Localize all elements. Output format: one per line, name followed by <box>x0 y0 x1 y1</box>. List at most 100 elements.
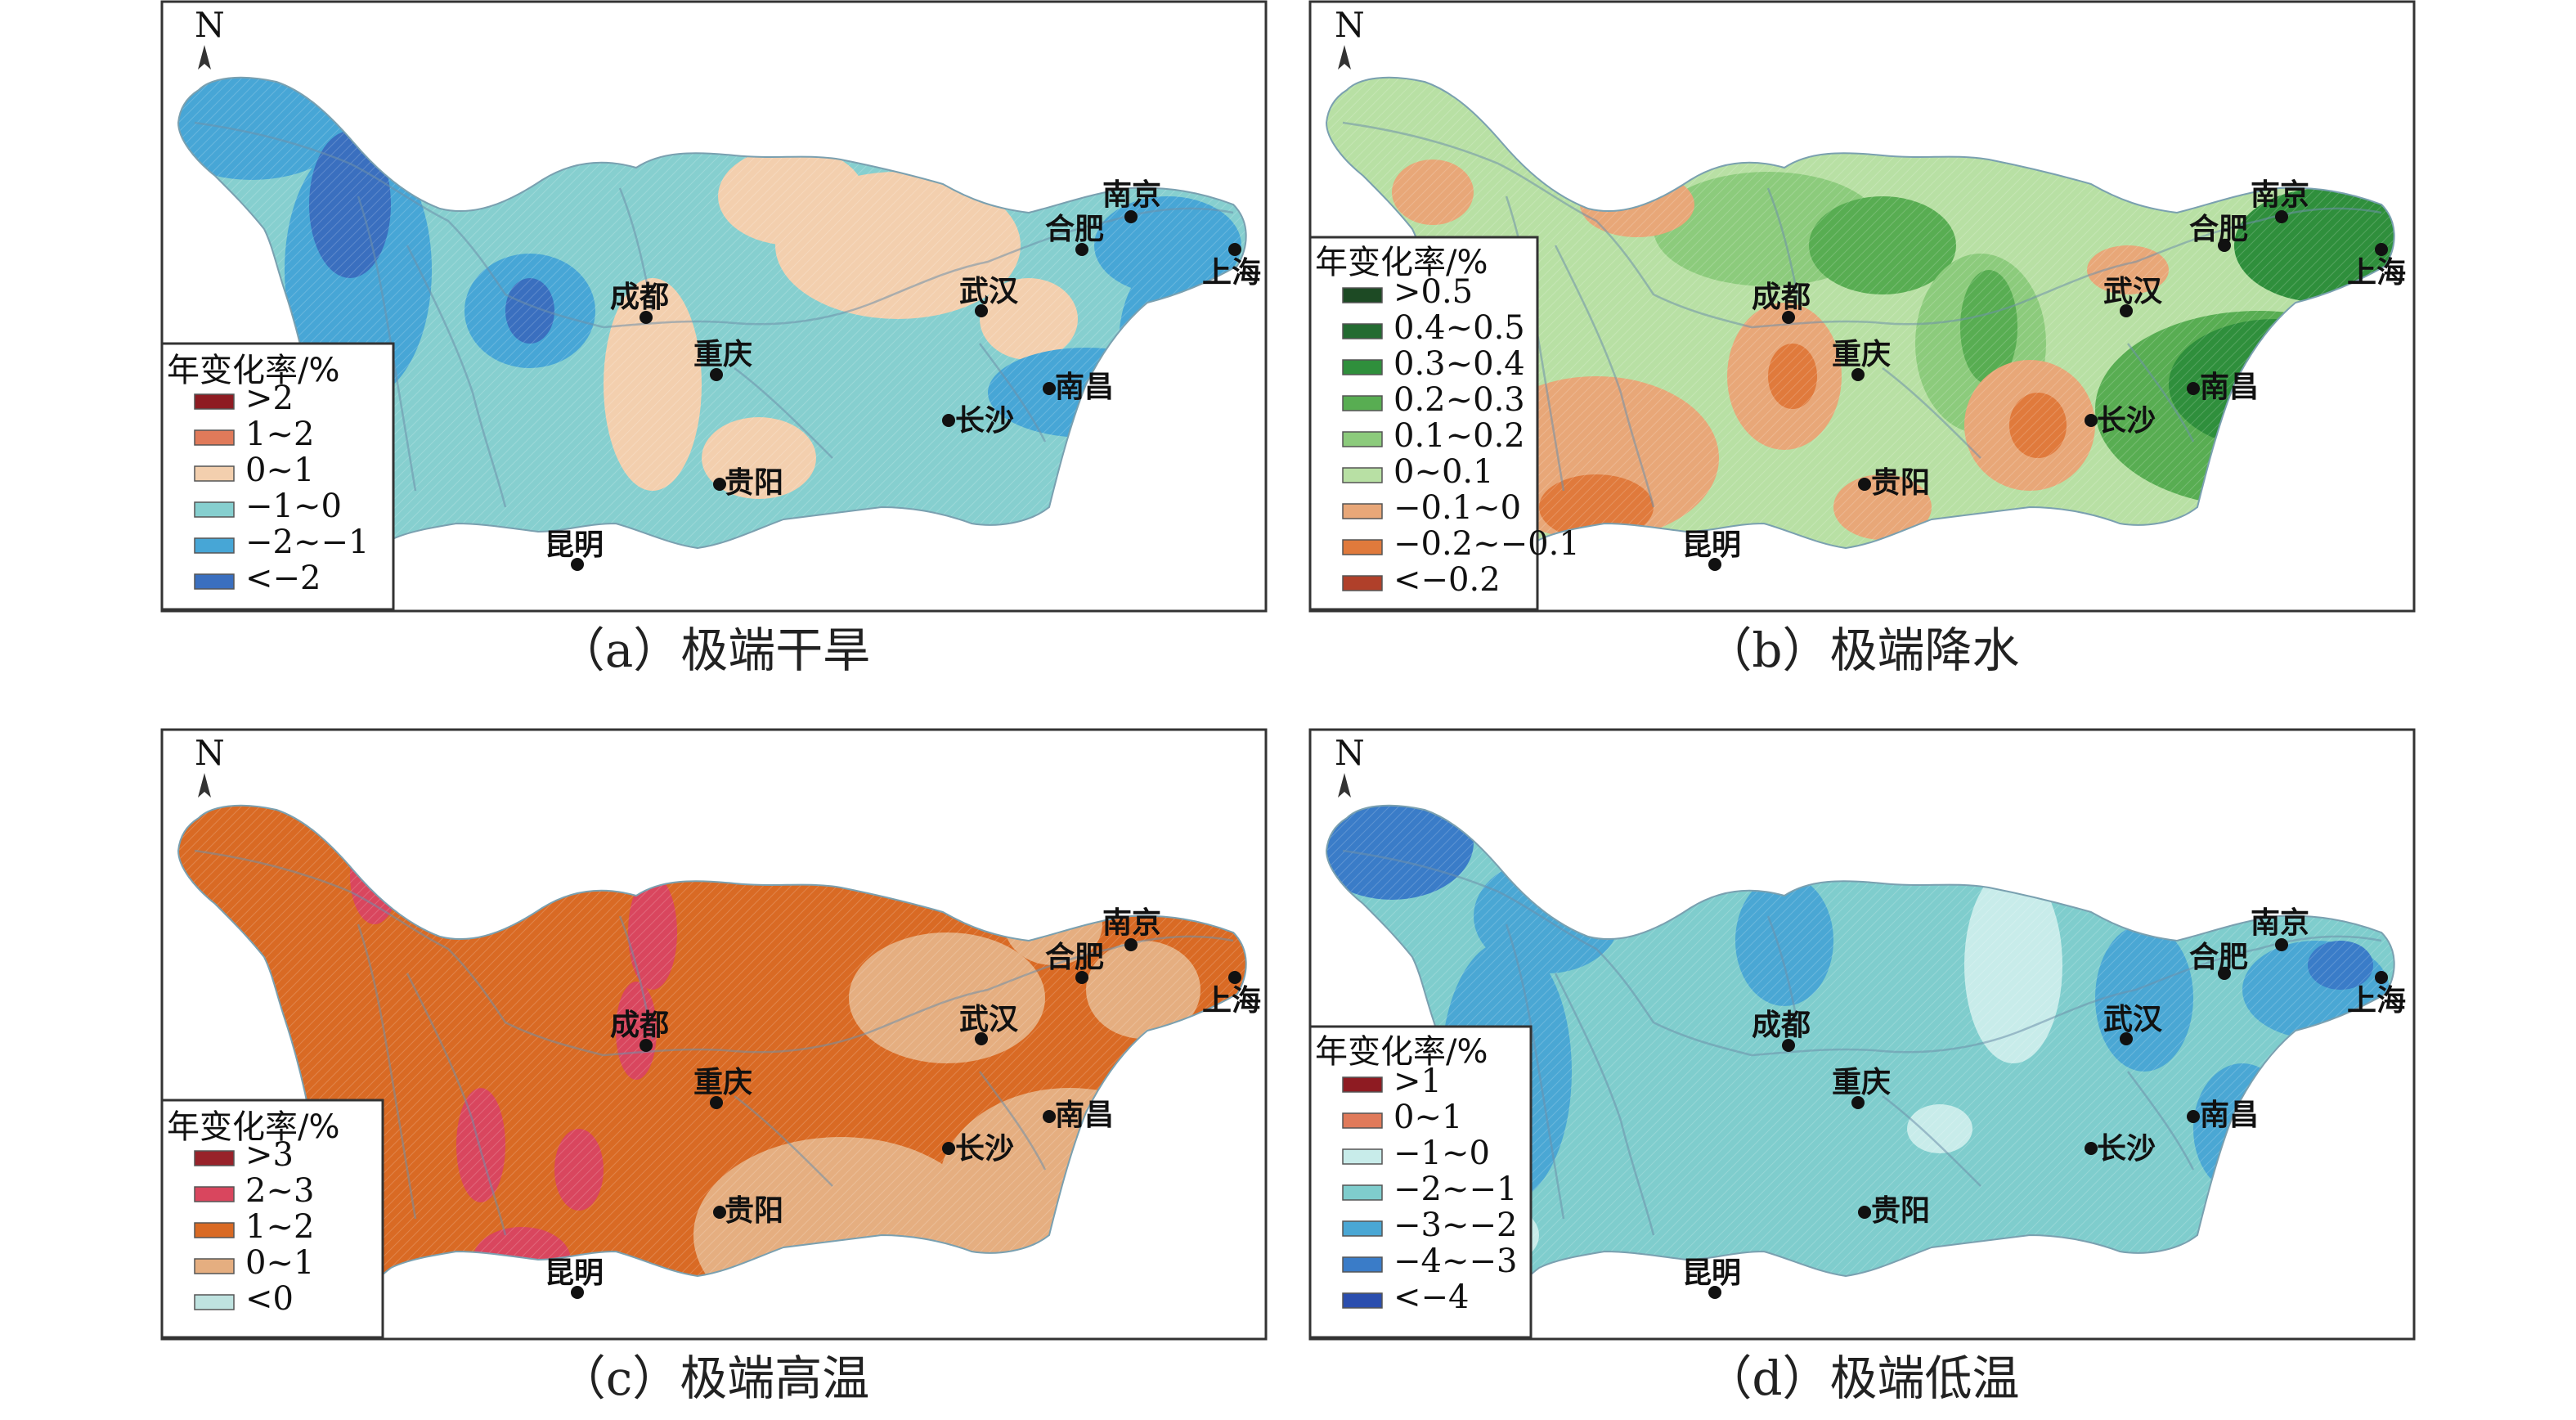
city-label-nanjing: 南京 <box>2251 178 2309 212</box>
city-label-kunming: 昆明 <box>1682 1256 1741 1290</box>
legend-item: 0.4~0.5 <box>1342 309 1525 347</box>
city-dot <box>942 414 955 427</box>
city-dot <box>640 311 653 324</box>
north-label: N <box>195 733 225 773</box>
legend-label: 1~2 <box>245 416 314 453</box>
city-label-chengdu: 成都 <box>1752 281 1811 314</box>
legend-swatch <box>194 1294 235 1310</box>
legend-swatch <box>1342 1148 1383 1165</box>
city-dot <box>1075 243 1088 256</box>
legend-item: −2~−1 <box>1342 1171 1517 1208</box>
legend-item: 1~2 <box>194 1208 314 1246</box>
city-dot <box>1228 243 1241 256</box>
caption-a: （a）极端干旱 <box>558 622 871 678</box>
legend-item: >3 <box>194 1136 294 1174</box>
legend-label: <−0.2 <box>1393 561 1501 599</box>
legend-label: <0 <box>245 1280 294 1318</box>
legend-swatch <box>1342 1076 1383 1093</box>
legend-item: 0~0.1 <box>1342 453 1494 491</box>
legend-label: −2~−1 <box>1393 1171 1517 1208</box>
legend-item: 0~1 <box>194 452 314 489</box>
legend-label: <−4 <box>1393 1278 1469 1316</box>
legend-item: −2~−1 <box>194 524 369 561</box>
city-markers: 成都 重庆 贵阳 昆明 武汉 南昌 长沙 合肥 南京 上海 <box>545 178 1261 571</box>
city-markers: 成都 重庆 贵阳 昆明 武汉 南昌 长沙 合肥 南京 上海 <box>545 905 1261 1299</box>
city-markers: 成都 重庆 贵阳 昆明 武汉 南昌 长沙 合肥 南京 上海 <box>1682 905 2406 1299</box>
legend-swatch <box>1342 503 1383 519</box>
legend-label: −4~−3 <box>1393 1242 1517 1280</box>
legend-item: 2~3 <box>194 1172 314 1210</box>
city-label-hefei: 合肥 <box>1045 941 1104 974</box>
legend-swatch <box>194 465 235 482</box>
north-arrow: N <box>1335 733 1365 798</box>
city-label-chongqing: 重庆 <box>1832 338 1891 371</box>
legend-swatch <box>194 573 235 590</box>
legend-swatch <box>1342 1292 1383 1309</box>
legend-item: <0 <box>194 1280 294 1318</box>
city-dot <box>713 478 726 491</box>
city-label-guiyang: 贵阳 <box>1871 1194 1930 1228</box>
legend-item: 0.3~0.4 <box>1342 345 1525 383</box>
city-label-kunming: 昆明 <box>545 528 604 562</box>
legend-swatch <box>194 393 235 410</box>
legend-label: −1~0 <box>1393 1135 1490 1172</box>
north-label: N <box>195 5 225 45</box>
legend-label: 1~2 <box>245 1208 314 1246</box>
legend-swatch <box>1342 1112 1383 1129</box>
legend-label: 0.3~0.4 <box>1393 345 1525 383</box>
city-label-changsha: 长沙 <box>955 1132 1014 1166</box>
legend-item: >1 <box>1342 1063 1442 1100</box>
city-label-nanchang: 南昌 <box>2200 371 2259 404</box>
legend-title: 年变化率/% <box>167 352 339 389</box>
city-label-nanjing: 南京 <box>1102 178 1161 212</box>
north-arrow: N <box>195 5 225 70</box>
legend-label: −1~0 <box>245 488 342 525</box>
legend-swatch <box>194 1222 235 1238</box>
legend-item: 0.2~0.3 <box>1342 381 1525 419</box>
city-label-guiyang: 贵阳 <box>1871 466 1930 500</box>
legend-item: −0.2~−0.1 <box>1342 525 1580 563</box>
city-dot <box>710 368 723 381</box>
legend-swatch <box>1342 539 1383 555</box>
city-label-shanghai: 上海 <box>1202 984 1261 1018</box>
north-label: N <box>1335 733 1365 773</box>
legend-swatch <box>194 1150 235 1166</box>
caption-c: （c）极端高温 <box>559 1350 869 1406</box>
legend-swatch <box>194 501 235 518</box>
legend-swatch <box>1342 1256 1383 1273</box>
city-label-chongqing: 重庆 <box>693 1066 752 1099</box>
legend: 年变化率/% >0.50.4~0.50.3~0.40.2~0.30.1~0.20… <box>1308 236 1580 611</box>
legend-label: −2~−1 <box>245 524 369 561</box>
legend-title: 年变化率/% <box>167 1108 339 1146</box>
legend-item: −1~0 <box>1342 1135 1490 1172</box>
north-arrow-icon <box>198 773 211 798</box>
legend-item: 0.1~0.2 <box>1342 417 1525 455</box>
city-dot <box>571 558 584 571</box>
panel-a: N 成都 重庆 贵阳 昆明 武汉 南昌 长沙 合肥 <box>160 0 1268 613</box>
legend-item: 1~2 <box>194 416 314 453</box>
city-label-nanchang: 南昌 <box>2200 1099 2259 1132</box>
legend-item: <−0.2 <box>1342 561 1501 599</box>
city-label-wuhan: 武汉 <box>959 275 1019 308</box>
north-arrow-icon <box>198 45 211 70</box>
city-label-hefei: 合肥 <box>2189 213 2248 246</box>
legend-swatch <box>1342 1184 1383 1201</box>
city-label-guiyang: 贵阳 <box>725 1194 783 1228</box>
legend-label: 2~3 <box>245 1172 314 1210</box>
caption-d: （d）极端低温 <box>1704 1350 2019 1406</box>
legend-item: −4~−3 <box>1342 1242 1517 1280</box>
legend-swatch <box>1342 1220 1383 1237</box>
legend-label: 0.2~0.3 <box>1393 381 1525 419</box>
legend: 年变化率/% >10~1−1~0−2~−1−3~−2−4~−3<−4 <box>1308 1025 1533 1339</box>
legend-title: 年变化率/% <box>1315 244 1488 281</box>
north-label: N <box>1335 5 1365 45</box>
legend-label: 0~0.1 <box>1393 453 1494 491</box>
legend-label: >1 <box>1393 1063 1442 1100</box>
legend-title: 年变化率/% <box>1315 1033 1488 1071</box>
legend-swatch <box>1342 287 1383 303</box>
legend-item: −0.1~0 <box>1342 489 1521 527</box>
legend-label: −0.1~0 <box>1393 489 1521 527</box>
legend-label: >3 <box>245 1136 294 1174</box>
legend-swatch <box>1342 359 1383 375</box>
